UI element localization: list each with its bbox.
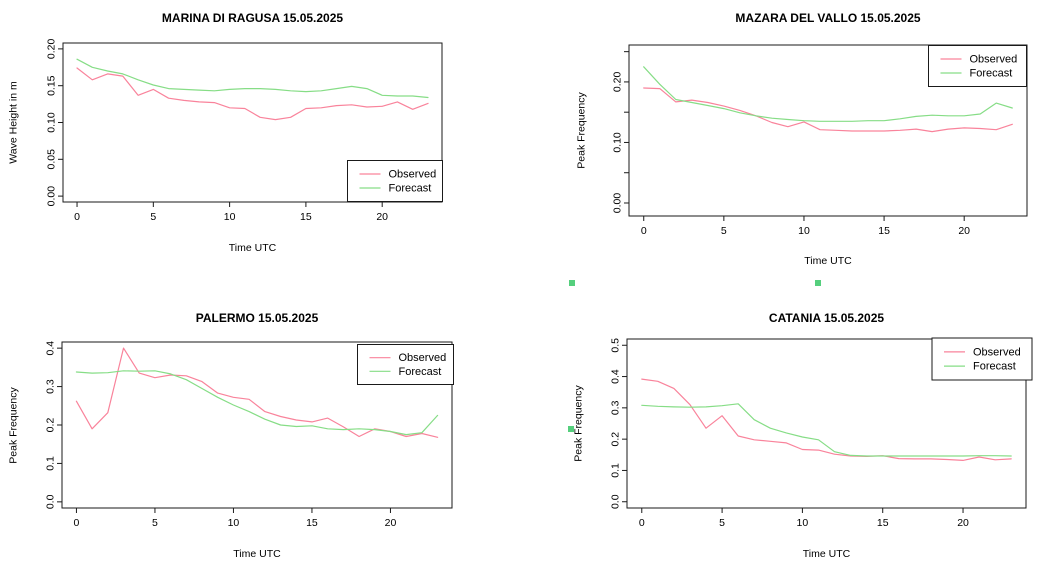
chart-title-catania: CATANIA 15.05.2025 — [768, 311, 885, 325]
legend-forecast-label: Forecast — [389, 182, 432, 194]
y-tick-label: 0.05 — [46, 149, 58, 170]
y-tick-label: 0.5 — [610, 338, 622, 353]
x-axis-label-mazara: Time UTC — [804, 255, 852, 267]
y-tick-label: 0.3 — [45, 379, 57, 394]
legend-box — [931, 337, 1033, 381]
legend-observed-label: Observed — [389, 169, 437, 181]
x-tick-label: 15 — [877, 517, 889, 529]
x-tick-label: 20 — [958, 225, 970, 237]
legend-observed-label: Observed — [970, 54, 1018, 66]
x-tick-label: 10 — [228, 517, 240, 529]
y-axis-label-mazara: Peak Frequency — [575, 92, 588, 169]
y-tick-label: 0.15 — [46, 75, 58, 96]
series-forecast-line — [75, 370, 439, 436]
legend-box — [928, 45, 1027, 87]
x-tick-label: 15 — [306, 517, 318, 529]
x-tick-label: 20 — [957, 517, 969, 529]
x-axis-label-marina: Time UTC — [228, 242, 277, 254]
legend-observed-label: Observed — [973, 346, 1021, 358]
y-tick-label: 0.20 — [612, 72, 624, 93]
y-tick-label: 0.00 — [612, 193, 624, 214]
legend-box — [347, 160, 443, 202]
chart-panel-0: 0 5 10 15 20 0.00 0.05 0.10 0.15 0.20 ObservedFore… — [46, 39, 443, 223]
x-tick-label: 5 — [152, 517, 158, 529]
y-tick-label: 0.2 — [45, 418, 57, 433]
series-observed-line — [641, 378, 1012, 461]
legend-box — [357, 344, 454, 385]
artifact-green-square — [815, 280, 821, 286]
x-tick-label: 10 — [224, 211, 236, 223]
y-tick-label: 0.20 — [46, 39, 58, 60]
x-tick-label: 5 — [150, 211, 156, 223]
y-tick-label: 0.4 — [45, 341, 57, 356]
chart-panel-3: 0 5 10 15 20 0.0 0.1 0.2 0.3 0.4 0.5 Observed Foreca… — [610, 337, 1033, 529]
y-axis-label-palermo: Peak Frequency — [7, 387, 20, 464]
legend-forecast-label: Forecast — [970, 67, 1013, 79]
x-tick-label: 0 — [639, 517, 645, 529]
chart-title-mazara-del-vallo: MAZARA DEL VALLO 15.05.2025 — [735, 11, 921, 25]
artifact-green-square — [569, 280, 575, 286]
chart-panel-2: 0 5 10 15 20 0.0 0.1 0.2 0.3 0.4 Observed Forecast — [45, 341, 454, 529]
plot-box — [626, 338, 1027, 509]
series-observed-line — [643, 87, 1013, 133]
plot-box — [628, 44, 1028, 217]
series-observed-line — [75, 347, 439, 438]
x-tick-label: 15 — [878, 225, 890, 237]
series-forecast-line — [643, 66, 1013, 122]
x-tick-label: 20 — [376, 211, 388, 223]
x-tick-label: 5 — [721, 225, 727, 237]
y-tick-label: 0.10 — [612, 132, 624, 153]
x-tick-label: 0 — [74, 517, 80, 529]
series-forecast-line — [76, 58, 429, 99]
chart-title-marina-di-ragusa: MARINA DI RAGUSA 15.05.2025 — [161, 11, 344, 25]
x-tick-label: 10 — [798, 225, 810, 237]
x-tick-label: 5 — [719, 517, 725, 529]
y-tick-label: 0.3 — [610, 400, 622, 415]
y-tick-label: 0.0 — [45, 494, 57, 509]
y-tick-label: 0.4 — [610, 369, 622, 384]
x-tick-label: 0 — [641, 225, 647, 237]
y-tick-label: 0.00 — [46, 186, 58, 207]
x-axis-label-catania: Time UTC — [802, 548, 851, 560]
x-tick-label: 10 — [797, 517, 809, 529]
x-tick-label: 15 — [300, 211, 312, 223]
x-tick-label: 20 — [385, 517, 397, 529]
series-forecast-line — [641, 403, 1012, 457]
y-tick-label: 0.10 — [46, 112, 58, 133]
chart-title-palermo: PALERMO 15.05.2025 — [195, 311, 319, 325]
legend-forecast-label: Forecast — [973, 361, 1016, 373]
y-tick-label: 0.0 — [610, 494, 622, 509]
y-axis-label-catania: Peak Frequency — [572, 385, 585, 462]
y-axis-label-marina: Wave Height in m — [7, 81, 20, 164]
series-observed-line — [76, 67, 429, 121]
x-tick-label: 0 — [74, 211, 80, 223]
y-tick-label: 0.2 — [610, 432, 622, 447]
legend-observed-label: Observed — [399, 352, 447, 364]
x-axis-label-palermo: Time UTC — [233, 548, 281, 560]
legend-forecast-label: Forecast — [399, 366, 442, 378]
y-tick-label: 0.1 — [610, 463, 622, 478]
y-tick-label: 0.1 — [45, 456, 57, 471]
artifact-green-square — [568, 426, 574, 432]
